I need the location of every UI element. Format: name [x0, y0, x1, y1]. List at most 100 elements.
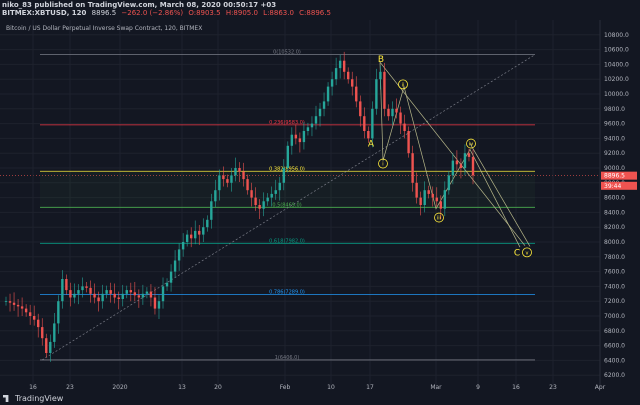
price-tag-label: 8896.5	[604, 173, 625, 180]
candle-body	[423, 190, 425, 205]
elliott-wave-labels[interactable]: Bii Ai iv iii C v	[368, 55, 532, 258]
wave-label: iii	[437, 216, 441, 222]
candle-body	[311, 124, 313, 128]
x-tick-label: 20	[214, 384, 222, 391]
y-tick-label: 7800.0	[604, 254, 625, 261]
candle-body	[379, 72, 381, 79]
candle-body	[250, 190, 252, 197]
candle-body	[13, 303, 15, 305]
time-axis[interactable]: 16 23 2020 13 20 Feb 10 17 Mar 9 16 23 Apr	[29, 384, 606, 391]
candle-body	[134, 292, 136, 295]
candle-body	[138, 295, 140, 297]
candle-body	[194, 231, 196, 238]
tradingview-logo[interactable]: TradingView	[3, 394, 63, 403]
candle-body	[150, 292, 152, 298]
candle-body	[343, 61, 345, 72]
x-tick-label: Mar	[430, 384, 442, 391]
candle-body	[403, 124, 405, 131]
candle-body	[367, 131, 369, 138]
candle-body	[452, 161, 454, 176]
candle-body	[37, 320, 39, 327]
header: niko_83 published on TradingView.com, Ma…	[0, 0, 640, 18]
y-tick-label: 8000.0	[604, 239, 625, 246]
x-tick-label: 16	[512, 384, 520, 391]
candle-body	[93, 294, 95, 298]
tradingview-logo-text: TradingView	[15, 394, 63, 403]
tradingview-logo-icon	[3, 395, 12, 402]
candle-body	[258, 205, 260, 209]
candle-body	[174, 261, 176, 272]
candle-body	[468, 153, 470, 157]
candle-body	[323, 101, 325, 108]
candle-body	[399, 113, 401, 124]
candle-body	[460, 164, 462, 168]
y-tick-label: 6600.0	[604, 343, 625, 350]
y-tick-label: 8400.0	[604, 209, 625, 216]
candle-body	[69, 290, 71, 297]
candle-body	[234, 168, 236, 175]
footer: TradingView	[0, 393, 640, 405]
y-tick-label: 6200.0	[604, 372, 625, 379]
candle-body	[118, 298, 120, 299]
y-tick-label: 10400.0	[604, 61, 629, 68]
fib-label: 0.618(7982.0)	[269, 238, 305, 244]
candle-body	[287, 146, 289, 168]
candle-body	[303, 131, 305, 142]
candle-body	[126, 290, 128, 294]
candle-body	[407, 131, 409, 153]
fib-retracement[interactable]: 0(10532.0) 0.236(9583.0) 0.382(8956.0) 0.5(…	[40, 50, 535, 361]
x-tick-label: Feb	[280, 384, 291, 391]
candle-body	[65, 279, 67, 290]
candle-body	[339, 61, 341, 68]
candle-body	[315, 116, 317, 123]
candle-body	[319, 109, 321, 116]
candle-body	[33, 316, 35, 320]
channel-line	[380, 62, 525, 246]
candle-body	[271, 194, 273, 198]
candle-body	[291, 135, 293, 146]
candle-body	[395, 109, 397, 113]
fib-label: 0(10532.0)	[273, 50, 301, 56]
ohlc-row: BITMEX:XBTUSD, 120 8896.5 −262.0 (−2.86%…	[2, 9, 638, 17]
candle-body	[57, 301, 59, 323]
candle-body	[331, 79, 333, 86]
x-tick-label: 13	[178, 384, 186, 391]
wave-label: i	[382, 162, 383, 168]
wave-label: v	[526, 250, 529, 256]
candle-body	[359, 101, 361, 116]
candle-body	[53, 323, 55, 342]
candle-body	[415, 183, 417, 198]
candle-body	[122, 294, 124, 299]
candle-body	[448, 175, 450, 190]
wave-label: C	[514, 248, 520, 258]
candle-body	[158, 301, 160, 308]
price-axis[interactable]: 10800.0 10600.0 10400.0 10200.0 10000.0 9800.…	[600, 0, 640, 393]
candle-body	[363, 116, 365, 131]
candle-body	[81, 286, 83, 290]
chart-title: Bitcoin / US Dollar Perpetual Inverse Sw…	[6, 25, 202, 32]
candle-body	[428, 190, 430, 194]
candle-body	[387, 109, 389, 116]
y-tick-label: 7200.0	[604, 298, 625, 305]
x-tick-label: 23	[549, 384, 557, 391]
candle-body	[25, 309, 27, 313]
candle-body	[97, 298, 99, 302]
y-tick-label: 7600.0	[604, 269, 625, 276]
candle-body	[464, 153, 466, 168]
fib-label: 1(6406.0)	[275, 355, 300, 361]
candle-body	[419, 198, 421, 205]
candle-body	[295, 135, 297, 139]
x-tick-label: 9	[476, 384, 480, 391]
y-tick-label: 9000.0	[604, 165, 625, 172]
y-tick-label: 8600.0	[604, 195, 625, 202]
candle-body	[238, 168, 240, 172]
candle-body	[440, 201, 442, 208]
y-tick-label: 10600.0	[604, 47, 629, 54]
candle-body	[391, 109, 393, 116]
candle-body	[355, 87, 357, 102]
y-tick-label: 7400.0	[604, 283, 625, 290]
candle-body	[85, 286, 87, 287]
candle-body	[5, 301, 7, 302]
x-tick-label: 2020	[112, 384, 127, 391]
